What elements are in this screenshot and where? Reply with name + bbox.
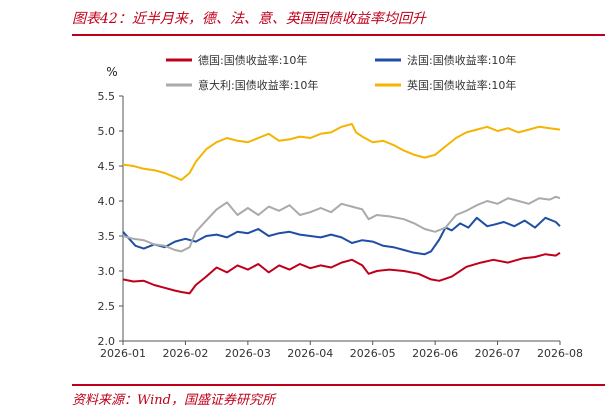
source-note: 资料来源：Wind，国盛证券研究所 — [72, 393, 275, 408]
legend-label-3: 英国:国债收益率:10年 — [407, 78, 516, 92]
chart-axes: 2.0 2.5 3.0 3.5 4.0 4.5 5.0 5.5 2026-01 2026-02 20… — [98, 90, 583, 360]
x-tick-label: 2026-05 — [350, 347, 396, 360]
series-line-0 — [122, 251, 561, 295]
x-tick-label: 2026-08 — [537, 347, 583, 360]
legend-label-2: 意大利:国债收益率:10年 — [198, 78, 318, 92]
y-tick-label: 4.0 — [98, 195, 116, 208]
title-divider — [72, 34, 605, 36]
series-line-2 — [122, 195, 561, 253]
series-line-3 — [122, 123, 561, 181]
x-tick-label: 2026-04 — [287, 347, 333, 360]
x-tick-label: 2026-03 — [225, 347, 271, 360]
x-tick-label: 2026-02 — [162, 347, 208, 360]
x-tick-label: 2026-07 — [475, 347, 521, 360]
y-tick-label: 2.0 — [98, 335, 116, 348]
x-tick-label: 2026-06 — [412, 347, 458, 360]
y-tick-label: 3.0 — [98, 265, 116, 278]
y-tick-label: 5.5 — [98, 90, 116, 103]
figure-title: 图表42：近半月来，德、法、意、英国国债收益率均回升 — [72, 11, 426, 27]
y-axis-unit-label: % — [106, 65, 117, 79]
x-tick-label: 2026-01 — [100, 347, 146, 360]
y-tick-label: 4.5 — [98, 160, 116, 173]
source-divider — [72, 384, 605, 386]
y-tick-label: 3.5 — [98, 230, 116, 243]
y-tick-label: 2.5 — [98, 300, 116, 313]
y-tick-label: 5.0 — [98, 125, 116, 138]
series-lines — [122, 123, 561, 295]
legend-label-1: 法国:国债收益率:10年 — [407, 53, 516, 67]
legend-label-0: 德国:国债收益率:10年 — [198, 53, 307, 67]
